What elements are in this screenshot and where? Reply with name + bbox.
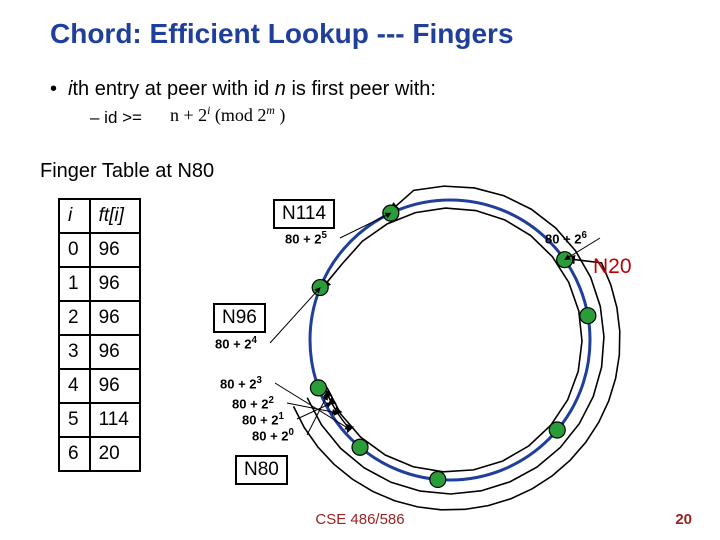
- node-label-n20: N20: [593, 255, 632, 279]
- finger-label: 80 + 22: [232, 395, 274, 411]
- finger-label: 80 + 23: [220, 375, 262, 391]
- bullet-sub: – id >=: [90, 108, 142, 128]
- page-title: Chord: Efficient Lookup --- Fingers: [50, 18, 514, 50]
- chord-diagram: N114N96N80N2080 + 2580 + 2680 + 2480 + 2…: [195, 175, 625, 515]
- finger-label: 80 + 26: [545, 230, 587, 246]
- node-label-n80: N80: [235, 455, 288, 485]
- finger-label: 80 + 20: [252, 427, 294, 443]
- section-label: Finger Table at N80: [40, 160, 214, 183]
- finger-label: 80 + 21: [242, 411, 284, 427]
- footer-course: CSE 486/586: [0, 511, 720, 528]
- bullet-main: •ith entry at peer with id n is first pe…: [50, 78, 436, 101]
- finger-table: i ft[i] 0961962963964965114620: [58, 198, 141, 472]
- formula: n + 2i (mod 2m ): [170, 104, 285, 126]
- table-row: 5114: [59, 403, 140, 437]
- finger-table-head-v: ft[i]: [90, 199, 140, 233]
- table-row: 096: [59, 233, 140, 267]
- table-row: 196: [59, 267, 140, 301]
- table-row: 496: [59, 369, 140, 403]
- finger-label: 80 + 24: [215, 335, 257, 351]
- node-label-n96: N96: [213, 303, 266, 333]
- finger-label: 80 + 25: [285, 230, 327, 246]
- page-number: 20: [675, 511, 692, 528]
- table-row: 620: [59, 437, 140, 471]
- finger-table-head-i: i: [59, 199, 90, 233]
- node-label-n114: N114: [273, 199, 335, 229]
- table-row: 296: [59, 301, 140, 335]
- table-row: 396: [59, 335, 140, 369]
